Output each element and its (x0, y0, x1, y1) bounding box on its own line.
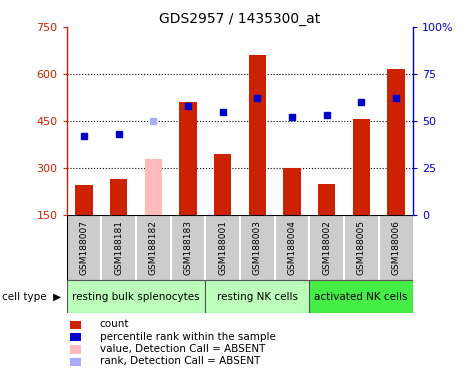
Text: resting NK cells: resting NK cells (217, 291, 298, 302)
Text: GSM188005: GSM188005 (357, 220, 366, 275)
Text: GSM188006: GSM188006 (391, 220, 400, 275)
Title: GDS2957 / 1435300_at: GDS2957 / 1435300_at (159, 12, 321, 26)
Bar (309, 280, 413, 313)
Bar (205, 280, 309, 313)
Text: GSM188183: GSM188183 (183, 220, 192, 275)
Text: resting bulk splenocytes: resting bulk splenocytes (72, 291, 200, 302)
Text: value, Detection Call = ABSENT: value, Detection Call = ABSENT (100, 344, 265, 354)
Text: rank, Detection Call = ABSENT: rank, Detection Call = ABSENT (100, 356, 260, 366)
Text: GSM188004: GSM188004 (287, 220, 296, 275)
Bar (214, 154, 231, 215)
Text: count: count (100, 319, 129, 329)
Bar (110, 179, 127, 215)
Bar (352, 119, 370, 215)
Text: activated NK cells: activated NK cells (314, 291, 408, 302)
Text: GSM188003: GSM188003 (253, 220, 262, 275)
Bar (66, 280, 205, 313)
Bar (318, 184, 335, 215)
Text: GSM188181: GSM188181 (114, 220, 123, 275)
Bar (144, 159, 162, 215)
Bar (283, 168, 301, 215)
Bar (248, 55, 266, 215)
Bar (387, 69, 405, 215)
Text: GSM188007: GSM188007 (79, 220, 88, 275)
Bar (179, 102, 197, 215)
Text: GSM188002: GSM188002 (322, 220, 331, 275)
Text: GSM188001: GSM188001 (218, 220, 227, 275)
Bar (75, 185, 93, 215)
Text: percentile rank within the sample: percentile rank within the sample (100, 332, 276, 342)
Text: GSM188182: GSM188182 (149, 220, 158, 275)
Text: cell type  ▶: cell type ▶ (2, 291, 61, 302)
